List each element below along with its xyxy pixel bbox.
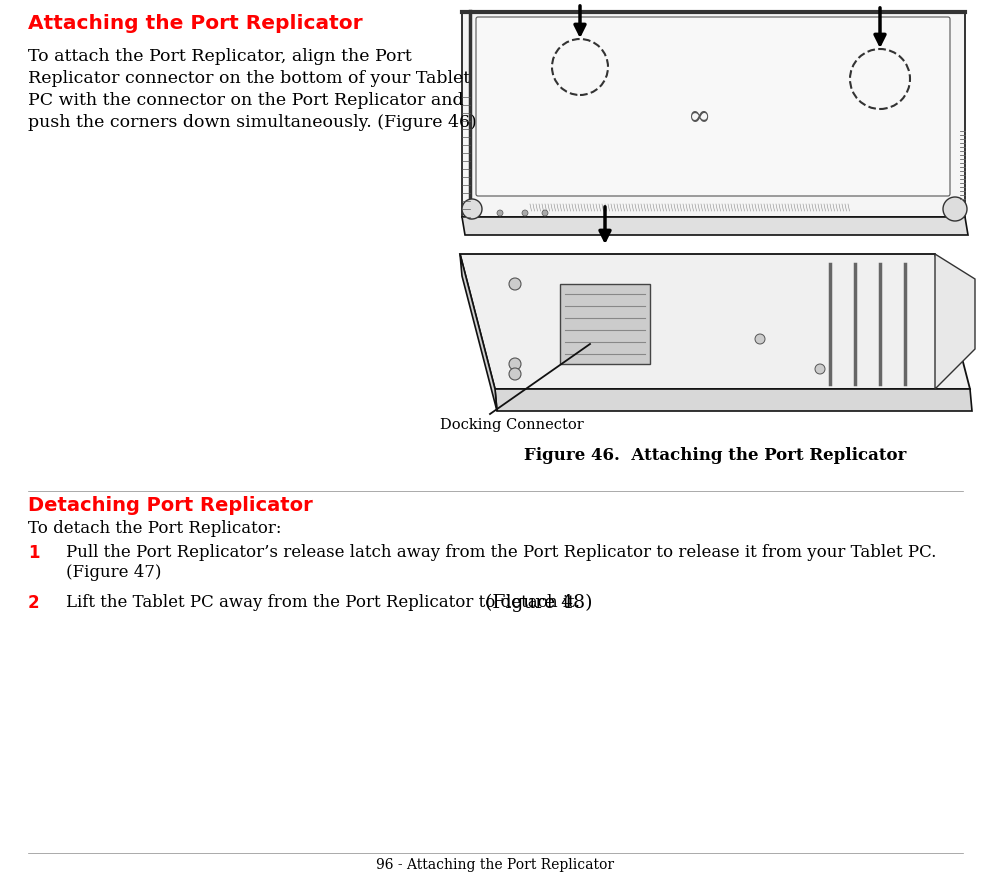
Circle shape bbox=[755, 335, 765, 344]
Polygon shape bbox=[935, 255, 975, 390]
FancyBboxPatch shape bbox=[476, 18, 950, 197]
Text: PC with the connector on the Port Replicator and: PC with the connector on the Port Replic… bbox=[28, 92, 464, 109]
Text: 96 - Attaching the Port Replicator: 96 - Attaching the Port Replicator bbox=[377, 857, 614, 871]
Circle shape bbox=[509, 278, 521, 291]
Bar bbox=[560, 284, 650, 364]
Text: Lift the Tablet PC away from the Port Replicator to detach it.: Lift the Tablet PC away from the Port Re… bbox=[66, 594, 586, 610]
Polygon shape bbox=[460, 255, 497, 412]
Circle shape bbox=[522, 211, 528, 217]
Text: Figure 46.  Attaching the Port Replicator: Figure 46. Attaching the Port Replicator bbox=[524, 447, 906, 464]
Text: Docking Connector: Docking Connector bbox=[440, 418, 584, 431]
Circle shape bbox=[509, 358, 521, 371]
Text: To attach the Port Replicator, align the Port: To attach the Port Replicator, align the… bbox=[28, 48, 412, 65]
Text: Replicator connector on the bottom of your Tablet: Replicator connector on the bottom of yo… bbox=[28, 70, 470, 87]
Text: (Figure 48): (Figure 48) bbox=[485, 594, 593, 612]
Text: (Figure 47): (Figure 47) bbox=[66, 564, 162, 580]
Text: 2: 2 bbox=[28, 594, 39, 611]
Circle shape bbox=[509, 369, 521, 380]
Circle shape bbox=[943, 198, 967, 222]
Circle shape bbox=[542, 211, 548, 217]
Text: ∞: ∞ bbox=[689, 104, 711, 132]
Polygon shape bbox=[495, 390, 972, 412]
Circle shape bbox=[497, 211, 503, 217]
Text: push the corners down simultaneously. (Figure 46): push the corners down simultaneously. (F… bbox=[28, 114, 477, 131]
Text: Attaching the Port Replicator: Attaching the Port Replicator bbox=[28, 14, 363, 33]
Text: 1: 1 bbox=[28, 543, 39, 561]
Polygon shape bbox=[462, 218, 968, 235]
Circle shape bbox=[815, 364, 825, 375]
Text: Detaching Port Replicator: Detaching Port Replicator bbox=[28, 495, 313, 515]
Polygon shape bbox=[462, 12, 965, 218]
Text: To detach the Port Replicator:: To detach the Port Replicator: bbox=[28, 520, 282, 536]
Text: Pull the Port Replicator’s release latch away from the Port Replicator to releas: Pull the Port Replicator’s release latch… bbox=[66, 543, 937, 560]
Polygon shape bbox=[460, 255, 970, 390]
Circle shape bbox=[462, 200, 482, 220]
